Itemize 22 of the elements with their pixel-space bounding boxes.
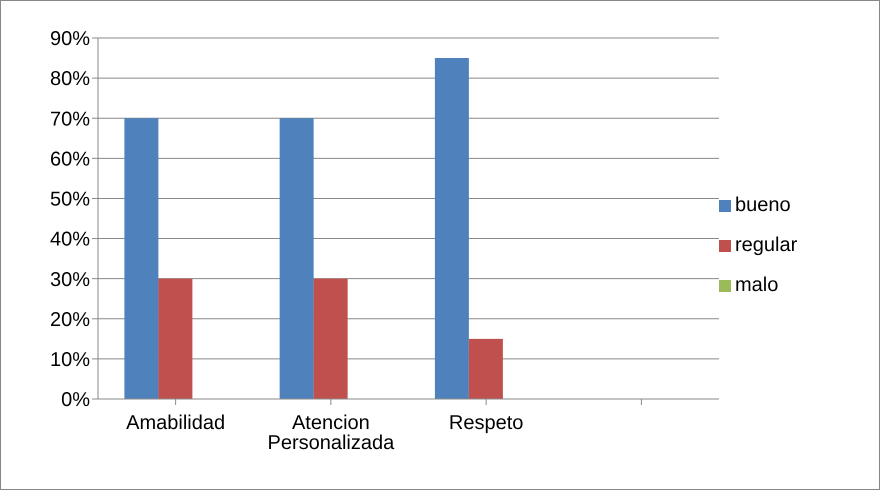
y-tick-label: 20% <box>50 308 90 331</box>
legend-label: bueno <box>735 194 791 216</box>
bar <box>124 118 158 399</box>
y-tick-label: 30% <box>50 268 90 291</box>
y-tick-label: 80% <box>50 68 90 90</box>
x-tick-label: Amabilidad <box>126 412 226 434</box>
bar <box>280 118 314 399</box>
legend-label: regular <box>735 234 798 256</box>
bar <box>314 278 348 399</box>
y-tick-label: 90% <box>50 28 90 50</box>
x-tick-label: Respeto <box>448 412 524 434</box>
y-tick-label: 70% <box>50 108 90 130</box>
y-tick-label: 50% <box>50 188 90 211</box>
bar <box>468 338 503 399</box>
bar <box>158 278 192 399</box>
y-tick-label: 10% <box>50 348 90 371</box>
y-tick-label: 40% <box>50 228 90 251</box>
y-tick-label: 0% <box>61 389 90 412</box>
bar <box>434 58 469 399</box>
y-tick-label: 60% <box>50 148 90 170</box>
legend-label: malo <box>735 274 778 296</box>
x-tick-label: Atencion Personalizada <box>268 412 396 454</box>
